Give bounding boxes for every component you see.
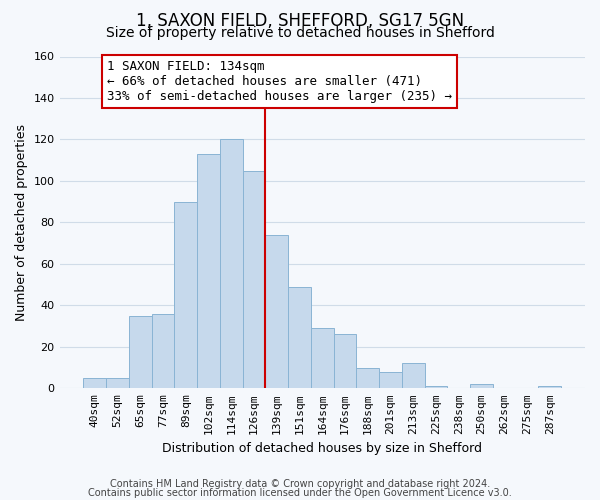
Bar: [175, 202, 197, 388]
Text: 1, SAXON FIELD, SHEFFORD, SG17 5GN: 1, SAXON FIELD, SHEFFORD, SG17 5GN: [136, 12, 464, 30]
Bar: [220, 140, 242, 388]
Bar: [242, 170, 265, 388]
Bar: [334, 334, 356, 388]
Bar: [288, 286, 311, 388]
Text: Contains public sector information licensed under the Open Government Licence v3: Contains public sector information licen…: [88, 488, 512, 498]
Bar: [152, 314, 175, 388]
Bar: [538, 386, 561, 388]
Bar: [265, 235, 288, 388]
Bar: [425, 386, 448, 388]
Y-axis label: Number of detached properties: Number of detached properties: [15, 124, 28, 321]
Bar: [379, 372, 402, 388]
Bar: [197, 154, 220, 388]
Bar: [470, 384, 493, 388]
Bar: [402, 364, 425, 388]
Bar: [106, 378, 129, 388]
Text: 1 SAXON FIELD: 134sqm
← 66% of detached houses are smaller (471)
33% of semi-det: 1 SAXON FIELD: 134sqm ← 66% of detached …: [107, 60, 452, 103]
Text: Size of property relative to detached houses in Shefford: Size of property relative to detached ho…: [106, 26, 494, 40]
Bar: [356, 368, 379, 388]
Bar: [129, 316, 152, 388]
Text: Contains HM Land Registry data © Crown copyright and database right 2024.: Contains HM Land Registry data © Crown c…: [110, 479, 490, 489]
Bar: [311, 328, 334, 388]
Bar: [83, 378, 106, 388]
X-axis label: Distribution of detached houses by size in Shefford: Distribution of detached houses by size …: [162, 442, 482, 455]
